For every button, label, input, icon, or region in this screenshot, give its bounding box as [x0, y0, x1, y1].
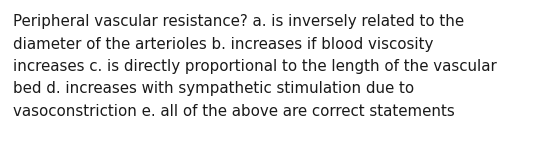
Text: diameter of the arterioles b. increases if blood viscosity: diameter of the arterioles b. increases … — [13, 36, 434, 52]
Text: vasoconstriction e. all of the above are correct statements: vasoconstriction e. all of the above are… — [13, 104, 455, 119]
Text: Peripheral vascular resistance? a. is inversely related to the: Peripheral vascular resistance? a. is in… — [13, 14, 464, 29]
Text: increases c. is directly proportional to the length of the vascular: increases c. is directly proportional to… — [13, 59, 497, 74]
Text: bed d. increases with sympathetic stimulation due to: bed d. increases with sympathetic stimul… — [13, 81, 414, 97]
